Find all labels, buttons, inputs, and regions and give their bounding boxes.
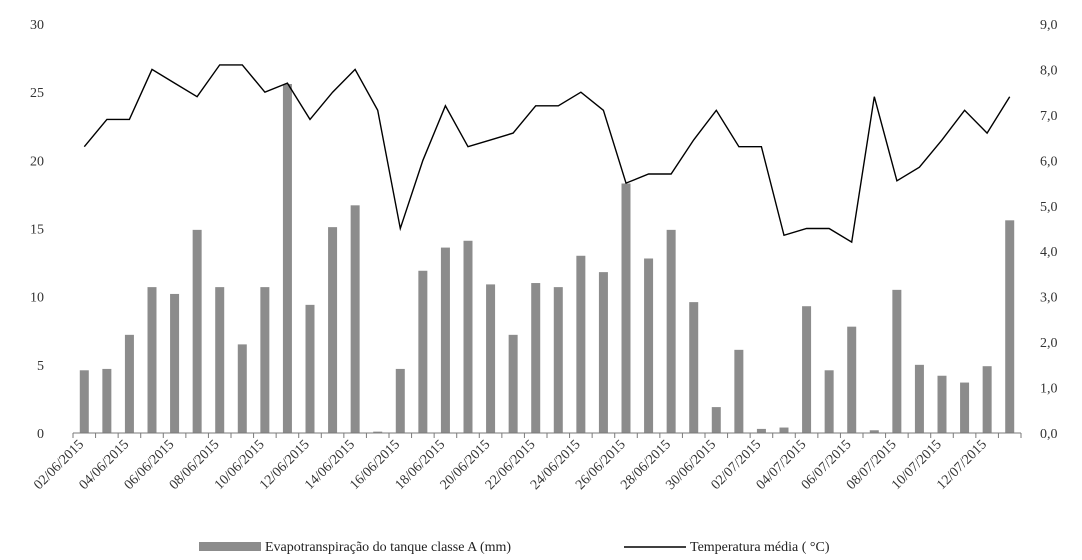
right-tick-label: 9,0: [1040, 18, 1058, 33]
bar: [824, 370, 834, 433]
bar: [328, 227, 338, 433]
x-tick-label: 12/07/2015: [934, 437, 990, 493]
bar: [79, 370, 89, 433]
bar: [711, 407, 721, 433]
bar: [124, 334, 134, 433]
right-tick-label: 3,0: [1040, 291, 1058, 306]
left-axis-ticks: 0 5 10 15 20 25 30: [30, 18, 44, 442]
bar: [1005, 220, 1015, 433]
bar: [170, 293, 180, 433]
bar-series: [79, 83, 1015, 433]
left-tick-label: 5: [37, 359, 44, 374]
bar: [508, 334, 518, 433]
bar: [237, 344, 247, 433]
bar: [576, 255, 586, 433]
bar: [982, 366, 992, 433]
bar: [147, 287, 157, 433]
right-axis-ticks: 0,0 1,0 2,0 3,0 4,0 5,0 6,0 7,0 8,0 9,0: [1040, 18, 1058, 442]
x-axis-ticks: 02/06/201504/06/201506/06/201508/06/2015…: [31, 433, 1022, 493]
right-tick-label: 0,0: [1040, 427, 1058, 442]
bar: [531, 283, 541, 433]
bar: [305, 304, 315, 433]
legend-line-label: Temperatura média ( °C): [690, 540, 830, 555]
bar: [373, 431, 383, 433]
bar: [486, 284, 496, 433]
bar: [260, 287, 270, 433]
right-tick-label: 5,0: [1040, 200, 1058, 215]
legend-bar-swatch: [199, 542, 261, 551]
legend-bar-label: Evapotranspiração do tanque classe A (mm…: [265, 540, 511, 555]
bar: [215, 287, 225, 433]
bar: [847, 326, 857, 433]
bar: [937, 375, 947, 433]
bar: [756, 428, 766, 433]
bar: [282, 83, 292, 433]
legend: Evapotranspiração do tanque classe A (mm…: [199, 540, 830, 555]
bar: [779, 427, 789, 433]
temperature-line: [83, 64, 1011, 244]
bar: [440, 247, 450, 433]
bar: [598, 272, 608, 433]
left-tick-label: 30: [30, 18, 44, 33]
bar: [892, 289, 902, 433]
bar: [666, 229, 676, 433]
bar: [102, 368, 112, 433]
bar: [734, 349, 744, 433]
bar: [869, 430, 879, 433]
left-tick-label: 15: [30, 223, 44, 238]
bar: [418, 270, 428, 433]
left-tick-label: 10: [30, 291, 44, 306]
left-tick-label: 20: [30, 154, 44, 169]
bar: [802, 306, 812, 433]
bar: [960, 382, 970, 433]
right-tick-label: 6,0: [1040, 154, 1058, 169]
right-tick-label: 4,0: [1040, 245, 1058, 260]
bar: [395, 368, 405, 433]
left-tick-label: 0: [37, 427, 44, 442]
right-tick-label: 8,0: [1040, 63, 1058, 78]
right-tick-label: 2,0: [1040, 336, 1058, 351]
left-tick-label: 25: [30, 86, 44, 101]
right-tick-label: 7,0: [1040, 109, 1058, 124]
bar: [621, 183, 631, 433]
bar: [553, 287, 563, 433]
bar: [463, 240, 473, 433]
bar: [689, 302, 699, 433]
bar: [644, 258, 654, 433]
bar: [914, 364, 924, 433]
right-tick-label: 1,0: [1040, 382, 1058, 397]
bar: [192, 229, 202, 433]
bar: [350, 205, 360, 433]
